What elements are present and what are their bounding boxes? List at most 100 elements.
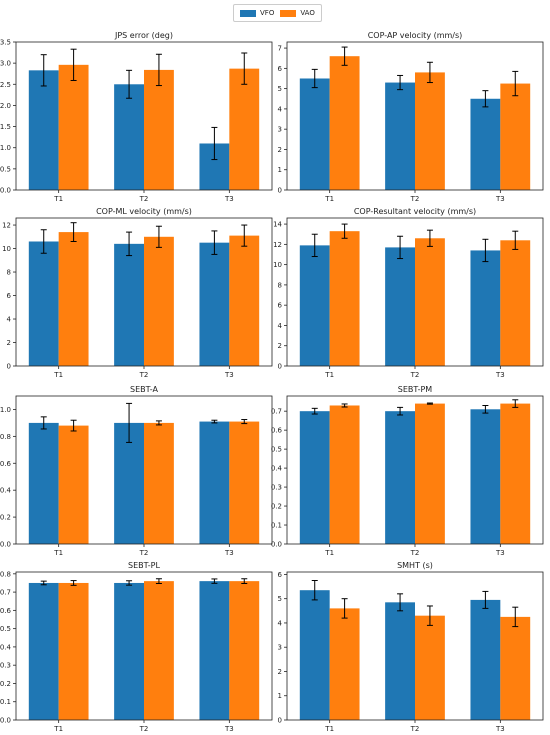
chart4-bar-vfo-t2: [385, 247, 415, 366]
chart1-bar-vfo-t1: [28, 70, 59, 190]
chart3-ytick-label-0: 0: [7, 363, 11, 371]
chart8-xtick-label-t2: T2: [410, 725, 420, 733]
legend: VFO VAO: [233, 4, 322, 22]
chart7-ytick-label-5: 0.5: [0, 625, 11, 633]
chart4-ytick-label-1: 2: [278, 342, 282, 350]
chart6-bar-vao-t1: [329, 405, 360, 544]
chart3-bar-vfo-t2: [114, 243, 144, 366]
chart7-ytick-label-0: 0.0: [0, 717, 11, 725]
chart8-ytick-label-2: 2: [278, 668, 282, 676]
chart2-bar-vfo-t2: [385, 82, 415, 190]
chart2-xtick-label-t3: T3: [495, 195, 505, 203]
chart5-xtick-label-t1: T1: [53, 549, 63, 557]
chart5-ytick-label-3: 0.6: [0, 460, 12, 468]
chart1-axes-frame: [15, 41, 273, 191]
chart1-xtick-label-t3: T3: [224, 195, 234, 203]
chart3-bar-vfo-t3: [199, 242, 230, 366]
chart4-ytick-label-5: 10: [273, 261, 282, 269]
chart1-ytick-label-1: 0.5: [0, 165, 11, 173]
chart3-ytick-label-6: 12: [2, 222, 11, 230]
chart2-bar-vfo-t3: [470, 98, 501, 190]
chart4-ytick-label-0: 0: [278, 363, 282, 371]
chart3-bar-vao-t3: [229, 235, 260, 366]
chart1-xtick-label-t2: T2: [139, 195, 149, 203]
chart3-ytick-label-4: 8: [7, 269, 11, 277]
chart2-bar-vao-t3: [500, 83, 531, 190]
chart3-bar-vfo-t1: [28, 241, 59, 366]
chart4-xtick-label-t2: T2: [410, 371, 420, 379]
chart5-bar-vfo-t2: [114, 422, 144, 544]
chart2-bar-vao-t1: [329, 56, 360, 191]
chart5-ytick-label-5: 1.0: [0, 406, 11, 414]
chart6-ytick-label-0: 0.0: [271, 541, 282, 549]
chart7-title: SEBT-PL: [128, 561, 160, 570]
chart7-bar-vfo-t3: [199, 581, 230, 720]
chart2-title: COP-AP velocity (mm/s): [368, 31, 463, 40]
chart7-ytick-label-3: 0.3: [0, 662, 11, 670]
chart5-ytick-label-0: 0.0: [0, 541, 11, 549]
chart6-bar-vfo-t1: [299, 411, 330, 544]
chart7-ytick-label-1: 0.1: [0, 698, 11, 706]
chart3-xtick-label-t3: T3: [224, 371, 234, 379]
chart3-bar-vao-t2: [144, 236, 174, 366]
chart7-ytick-label-2: 0.2: [0, 680, 11, 688]
chart7-ytick-label-6: 0.6: [0, 607, 12, 615]
chart3-ytick-label-5: 10: [2, 245, 11, 253]
chart6-ytick-label-4: 0.4: [271, 465, 283, 473]
chart6-xtick-label-t3: T3: [495, 549, 505, 557]
chart1-ytick-label-7: 3.5: [0, 39, 11, 47]
chart6-bar-vao-t2: [415, 403, 445, 544]
chart7-axes-frame: [15, 571, 273, 721]
chart8-title: SMHT (s): [397, 561, 433, 570]
chart5-bar-vao-t2: [144, 422, 174, 544]
chart6-bar-vao-t3: [500, 403, 531, 544]
chart2-ytick-label-4: 4: [278, 105, 283, 113]
chart3-ytick-label-2: 4: [7, 316, 12, 324]
chart1-bar-vao-t3: [229, 68, 260, 190]
chart8-ytick-label-6: 6: [278, 571, 283, 579]
chart3-bar-vao-t1: [58, 232, 89, 366]
chart8-bar-vfo-t1: [299, 590, 330, 720]
legend-item-vao: VAO: [280, 9, 315, 17]
legend-item-vfo: VFO: [240, 9, 274, 17]
chart7-xtick-label-t2: T2: [139, 725, 149, 733]
legend-label-vao: VAO: [300, 9, 315, 17]
chart2-ytick-label-6: 6: [278, 65, 283, 73]
chart4-bar-vfo-t3: [470, 250, 501, 366]
chart4-title: COP-Resultant velocity (mm/s): [354, 207, 476, 216]
chart7-bar-vfo-t1: [28, 582, 59, 720]
chart4-xtick-label-t3: T3: [495, 371, 505, 379]
chart6-bar-vfo-t3: [470, 409, 501, 544]
chart2-ytick-label-0: 0: [278, 187, 282, 195]
chart1-ytick-label-2: 1.0: [0, 144, 11, 152]
chart2-ytick-label-1: 1: [278, 166, 282, 174]
chart7-ytick-label-7: 0.7: [0, 589, 11, 597]
chart1-title: JPS error (deg): [114, 31, 173, 40]
chart8-bar-vao-t2: [415, 615, 445, 720]
chart8-bar-vfo-t3: [470, 599, 501, 720]
chart1-ytick-label-5: 2.5: [0, 81, 11, 89]
chart8-bar-vao-t1: [329, 608, 360, 720]
chart8-ytick-label-0: 0: [278, 717, 282, 725]
chart8-ytick-label-3: 3: [278, 644, 282, 652]
chart4-ytick-label-4: 8: [278, 281, 282, 289]
chart5-title: SEBT-A: [130, 385, 158, 394]
chart2-ytick-label-3: 3: [278, 126, 282, 134]
chart8-ytick-label-1: 1: [278, 692, 282, 700]
chart8-bar-vao-t3: [500, 616, 531, 720]
chart1-ytick-label-0: 0.0: [0, 187, 11, 195]
chart6-ytick-label-3: 0.3: [271, 484, 282, 492]
chart2-bar-vfo-t1: [299, 78, 330, 190]
chart5-ytick-label-1: 0.2: [0, 514, 11, 522]
chart7-ytick-label-8: 0.8: [0, 570, 11, 578]
chart2-axes-frame: [286, 41, 544, 191]
chart5-xtick-label-t3: T3: [224, 549, 234, 557]
chart4-bar-vao-t1: [329, 231, 360, 366]
chart8-xtick-label-t3: T3: [495, 725, 505, 733]
chart3-title: COP-ML velocity (mm/s): [96, 207, 192, 216]
chart4-bar-vao-t3: [500, 240, 531, 366]
chart8-ytick-label-4: 4: [278, 619, 283, 627]
chart4-xtick-label-t1: T1: [324, 371, 334, 379]
chart1-bar-vao-t2: [144, 69, 174, 190]
